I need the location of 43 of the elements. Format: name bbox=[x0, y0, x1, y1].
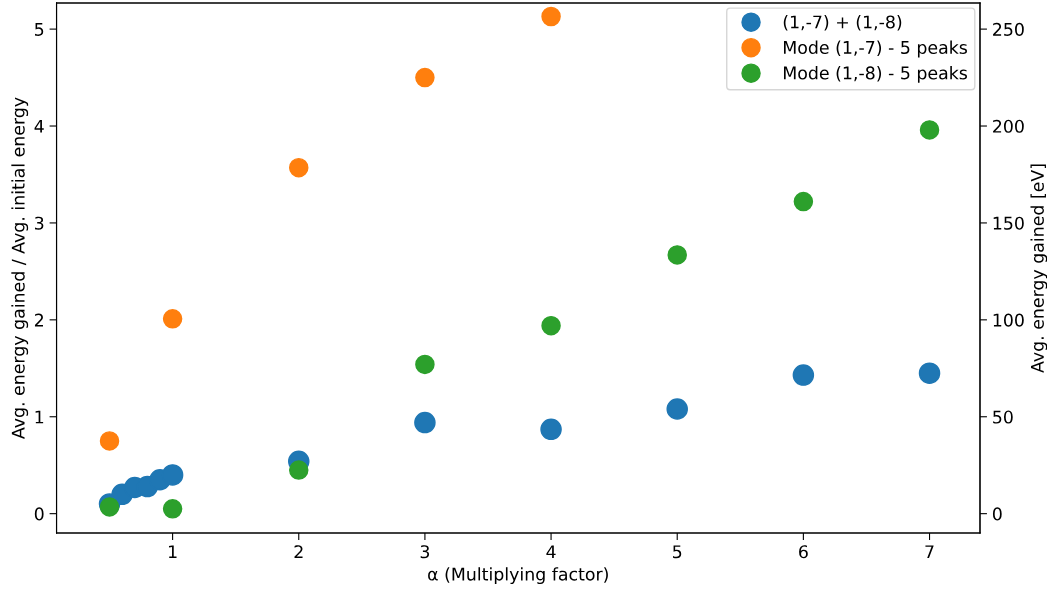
y-tick-label: 1 bbox=[35, 410, 44, 424]
x-axis-title: α (Multiplying factor) bbox=[428, 567, 608, 585]
x-tick-label: 6 bbox=[799, 545, 808, 559]
y2-tick-label: 150 bbox=[993, 216, 1024, 230]
point bbox=[541, 6, 561, 27]
x-tick-label: 3 bbox=[420, 545, 430, 559]
point bbox=[289, 157, 309, 178]
point bbox=[162, 499, 183, 519]
point bbox=[415, 67, 435, 88]
legend-label: Mode (1,-8) - 5 peaks bbox=[784, 66, 967, 83]
y-tick-label: 3 bbox=[35, 216, 44, 230]
point bbox=[99, 431, 120, 451]
y2-tick-label: 200 bbox=[993, 119, 1024, 133]
y2-tick-label: 250 bbox=[993, 22, 1024, 36]
y2-tick-label: 50 bbox=[993, 410, 1013, 424]
point bbox=[919, 120, 940, 140]
point bbox=[541, 315, 561, 336]
point bbox=[793, 191, 814, 212]
x-tick-label: 1 bbox=[168, 545, 177, 559]
point bbox=[162, 309, 183, 329]
x-tick-label: 4 bbox=[546, 545, 556, 559]
point bbox=[792, 364, 815, 386]
point bbox=[415, 354, 435, 375]
point bbox=[161, 464, 184, 486]
x-tick-label: 7 bbox=[925, 545, 934, 559]
point bbox=[414, 411, 436, 434]
y-tick-label: 4 bbox=[34, 119, 44, 133]
legend-label: (1,-7) + (1,-8) bbox=[783, 15, 902, 31]
y2-tick-label: 100 bbox=[993, 313, 1024, 327]
y2-tick-label: 0 bbox=[992, 507, 1002, 521]
point bbox=[666, 398, 688, 420]
x-tick-label: 2 bbox=[294, 545, 303, 559]
point bbox=[918, 362, 941, 384]
point bbox=[540, 418, 562, 441]
legend-label: Mode (1,-7) - 5 peaks bbox=[784, 40, 967, 58]
y-axis-title: Avg. energy gained / Avg. initial energy bbox=[11, 97, 29, 439]
y2-axis-title: Avg. energy gained [eV] bbox=[1030, 164, 1047, 373]
x-tick-label: 5 bbox=[673, 545, 682, 559]
y-tick-label: 0 bbox=[34, 507, 44, 521]
y-tick-label: 2 bbox=[34, 313, 43, 327]
y-tick-label: 5 bbox=[35, 23, 44, 36]
point bbox=[289, 460, 309, 480]
point bbox=[667, 245, 687, 265]
